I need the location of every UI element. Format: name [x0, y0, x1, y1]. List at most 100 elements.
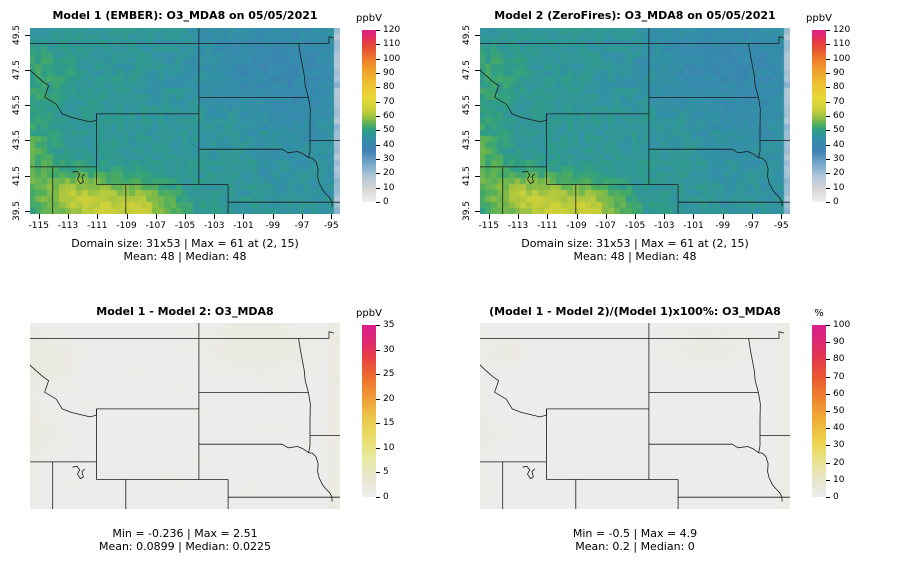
colorbar-tick-mark: [826, 30, 830, 31]
colorbar-tick-label: 110: [833, 39, 851, 50]
stats-line-2: Mean: 48 | Median: 48: [573, 250, 697, 263]
x-tick-label: -105: [624, 221, 646, 231]
x-tick-mark: [518, 214, 520, 219]
colorbar-tick-mark: [376, 187, 380, 189]
colorbar-tick-mark: [826, 58, 830, 60]
colorbar-tick-label: 0: [833, 197, 839, 207]
colorbar-tick-mark: [376, 173, 380, 175]
stats-line-2: Mean: 0.0899 | Median: 0.0225: [98, 540, 272, 553]
colorbar-tick-label: 40: [833, 423, 845, 434]
y-tick-label: 49.5: [12, 24, 22, 45]
colorbar-tick-label: 30: [833, 440, 845, 451]
colorbar-tick-mark: [826, 325, 830, 326]
state-border-line: [758, 97, 761, 158]
colorbar-tick-mark: [826, 428, 830, 430]
x-tick-mark: [722, 214, 724, 219]
colorbar-tick-mark: [826, 173, 830, 175]
x-tick-mark: [68, 214, 70, 219]
colorbar-tick-label: 30: [383, 344, 395, 355]
colorbar-tick-mark: [376, 325, 380, 326]
state-border-line: [648, 148, 759, 159]
x-tick-mark: [126, 214, 128, 219]
stats-line-2: Mean: 0.2 | Median: 0: [575, 540, 695, 553]
colorbar-tick-mark: [826, 462, 830, 464]
colorbar-tick-label: 0: [383, 492, 389, 502]
state-border-line: [30, 36, 335, 44]
x-tick-mark: [488, 214, 490, 219]
colorbar-tick-mark: [826, 445, 830, 447]
state-border-line: [480, 69, 547, 123]
x-tick-mark: [38, 214, 40, 219]
y-tick-label: 43.5: [462, 130, 472, 151]
x-tick-label: -113: [57, 221, 79, 231]
state-borders: [30, 28, 340, 214]
colorbar-tick-label: 50: [833, 406, 845, 416]
panel-title: (Model 1 - Model 2)/(Model 1)x100%: O3_M…: [489, 305, 781, 318]
colorbar-tick-label: 10: [833, 182, 845, 193]
colorbar-tick-label: 20: [383, 168, 395, 179]
stats-block: Min = -0.236 | Max = 2.51 Mean: 0.0899 |…: [20, 527, 350, 553]
colorbar-tick-label: 70: [383, 96, 395, 107]
colorbar-tick-mark: [376, 349, 380, 351]
x-tick-mark: [547, 214, 549, 219]
x-tick-label: -99: [715, 221, 731, 231]
colorbar-tick-label: 90: [833, 337, 845, 348]
state-border-line: [758, 452, 783, 502]
y-tick-mark: [475, 211, 480, 212]
x-tick-mark: [781, 214, 783, 219]
state-border-line: [30, 364, 97, 418]
state-border-line: [480, 36, 785, 44]
stats-block: Domain size: 31x53 | Max = 61 at (2, 15)…: [20, 237, 350, 263]
panel-title: Model 2 (ZeroFires): O3_MDA8 on 05/05/20…: [494, 9, 776, 22]
colorbar-tick-label: 50: [833, 125, 845, 136]
colorbar-tick-mark: [826, 359, 830, 361]
colorbar-tick-mark: [826, 101, 830, 103]
x-tick-mark: [243, 214, 245, 219]
colorbar-tick-mark: [826, 87, 830, 89]
stats-line-1: Min = -0.236 | Max = 2.51: [112, 527, 258, 540]
y-tick-label: 41.5: [462, 165, 472, 186]
x-tick-mark: [635, 214, 636, 219]
panel-title: Model 1 (EMBER): O3_MDA8 on 05/05/2021: [52, 9, 318, 22]
colorbar-tick-label: 100: [383, 53, 401, 64]
colorbar-tick-label: 15: [383, 418, 395, 429]
x-tick-label: -115: [28, 221, 49, 231]
map-plot-area: [30, 28, 340, 214]
x-tick-label: -95: [323, 221, 339, 231]
y-tick-mark: [25, 34, 30, 36]
colorbar-tick-mark: [376, 87, 380, 89]
x-tick-mark: [751, 214, 753, 219]
map-plot-area: [30, 323, 340, 509]
y-tick-label: 49.5: [462, 24, 472, 45]
panel-model2: Model 2 (ZeroFires): O3_MDA8 on 05/05/20…: [450, 0, 900, 289]
colorbar-tick-mark: [376, 58, 380, 60]
colorbar-tick-mark: [826, 187, 830, 189]
colorbar-tick-label: 80: [833, 354, 845, 365]
x-tick-label: -103: [654, 221, 675, 231]
colorbar-tick-label: 120: [383, 25, 401, 35]
colorbar-tick-mark: [376, 374, 380, 376]
state-borders: [480, 28, 790, 214]
colorbar-tick-label: 70: [833, 371, 845, 382]
colorbar-tick-mark: [376, 44, 380, 46]
y-tick-label: 45.5: [12, 95, 22, 116]
y-tick-label: 41.5: [12, 165, 22, 186]
colorbar-tick-label: 0: [833, 492, 839, 502]
colorbar-tick-mark: [376, 116, 380, 117]
state-border-line: [308, 157, 333, 207]
colorbar-unit-label: ppbV: [806, 13, 832, 24]
colorbar-gradient: [362, 30, 376, 202]
colorbar-tick-mark: [376, 144, 380, 146]
x-tick-label: -95: [773, 221, 789, 231]
state-border-line: [72, 465, 86, 480]
colorbar-tick-label: 0: [383, 197, 389, 207]
state-borders: [30, 323, 340, 509]
colorbar-tick-mark: [826, 202, 830, 203]
y-tick-label: 45.5: [462, 95, 472, 116]
state-border-line: [480, 331, 785, 339]
colorbar-tick-mark: [826, 44, 830, 46]
state-border-line: [72, 170, 86, 185]
colorbar-tick-label: 5: [383, 467, 389, 478]
state-border-line: [758, 157, 783, 207]
map-plot-area: [480, 28, 790, 214]
